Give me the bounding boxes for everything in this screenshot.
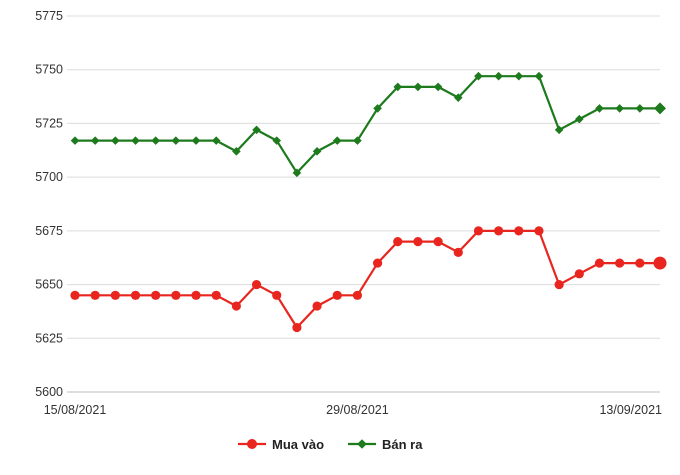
data-point [653,256,667,270]
data-point [433,82,443,92]
y-tick-label: 5750 [35,63,63,77]
data-point [635,104,645,113]
data-point [211,136,221,145]
x-tick-label: 15/08/2021 [44,403,107,417]
data-point [111,136,120,145]
data-point [191,290,201,300]
data-point [534,226,544,236]
data-point [232,147,241,156]
data-point [393,82,403,92]
data-point [70,290,80,300]
data-point [474,71,483,81]
data-point [413,237,423,247]
legend-label: Bán ra [382,437,423,452]
data-point [575,114,584,124]
data-point [353,136,362,145]
data-point [70,136,80,145]
data-point [453,247,463,257]
y-tick-label: 5675 [35,224,63,238]
data-point [171,136,181,145]
data-point [373,104,382,113]
data-point [110,290,120,300]
data-point [615,258,625,268]
legend-marker [247,439,257,449]
y-tick-label: 5600 [35,385,63,399]
data-point [534,71,544,81]
series-line [75,75,660,174]
data-point [312,147,322,156]
data-point [151,136,160,145]
data-point [654,102,666,115]
data-point [554,279,564,290]
data-point [131,136,140,145]
data-point [151,290,161,300]
y-tick-label: 5650 [35,278,63,292]
data-point [251,279,262,290]
data-point [433,237,443,247]
data-point [292,322,302,333]
y-axis: 5600 5625 5650 5675 5700 5725 5750 5775 [35,9,63,399]
x-tick-label: 13/09/2021 [599,403,662,417]
series-line [75,229,660,329]
data-point [453,93,463,102]
data-point [615,104,624,113]
legend-item: Bán ra [348,437,423,452]
data-point [292,168,302,178]
legend-label: Mua vào [272,437,324,452]
data-point [594,258,605,268]
data-point [574,269,584,279]
data-point [635,258,645,268]
data-point [191,136,201,145]
data-point [272,136,282,145]
data-point [90,290,100,300]
data-point [171,290,181,300]
data-point [494,71,503,81]
series-layer [70,71,667,333]
y-tick-label: 5700 [35,170,63,184]
data-point [494,226,504,236]
grid-lines [67,15,660,393]
data-point [211,290,221,300]
data-point [514,226,524,236]
data-point [554,125,564,135]
series-2 [70,71,666,178]
data-point [272,290,282,300]
data-point [130,290,141,300]
data-point [90,136,100,145]
data-point [372,258,383,268]
data-point [332,290,342,300]
data-point [413,82,423,92]
data-point [312,301,322,311]
legend-marker [357,439,367,449]
x-axis: 15/08/2021 29/08/2021 13/09/2021 [44,391,662,417]
data-point [252,125,261,135]
data-point [352,290,363,300]
data-point [473,226,484,236]
y-tick-label: 5725 [35,116,63,130]
data-point [393,237,403,247]
y-tick-label: 5625 [35,331,63,345]
legend: Mua vào Bán ra [238,437,423,452]
data-point [231,301,241,311]
data-point [595,104,604,113]
y-tick-label: 5775 [35,9,63,23]
series-1 [70,226,667,333]
data-point [332,136,342,145]
x-tick-label: 29/08/2021 [326,403,389,417]
legend-item: Mua vào [238,437,324,452]
data-point [514,71,524,81]
